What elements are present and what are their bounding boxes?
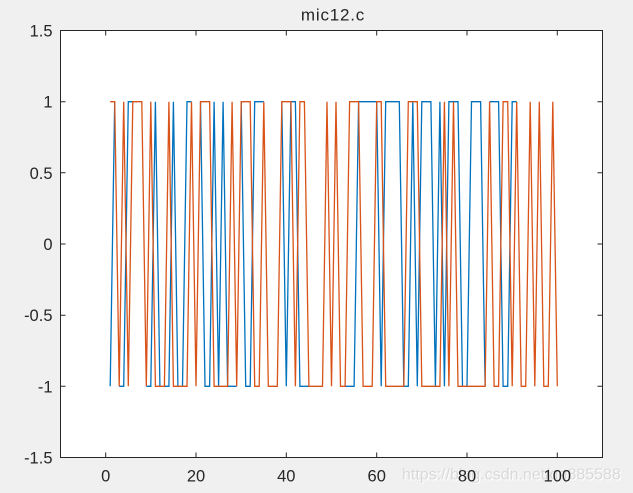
svg-text:mic12.c: mic12.c xyxy=(301,6,365,25)
svg-text:40: 40 xyxy=(277,468,295,486)
svg-text:-1.5: -1.5 xyxy=(24,450,52,468)
svg-text:-0.5: -0.5 xyxy=(24,307,52,325)
svg-text:80: 80 xyxy=(458,468,476,486)
svg-text:https://blog.csdn.net/qq885588: https://blog.csdn.net/qq885588 xyxy=(402,466,621,483)
svg-text:0.5: 0.5 xyxy=(30,165,53,183)
svg-text:0: 0 xyxy=(43,236,52,254)
svg-text:1.5: 1.5 xyxy=(30,23,53,41)
svg-text:60: 60 xyxy=(368,468,386,486)
svg-text:0: 0 xyxy=(101,468,110,486)
svg-text:100: 100 xyxy=(544,468,572,486)
svg-text:1: 1 xyxy=(43,94,52,112)
svg-text:-1: -1 xyxy=(38,378,53,396)
svg-text:20: 20 xyxy=(187,468,205,486)
